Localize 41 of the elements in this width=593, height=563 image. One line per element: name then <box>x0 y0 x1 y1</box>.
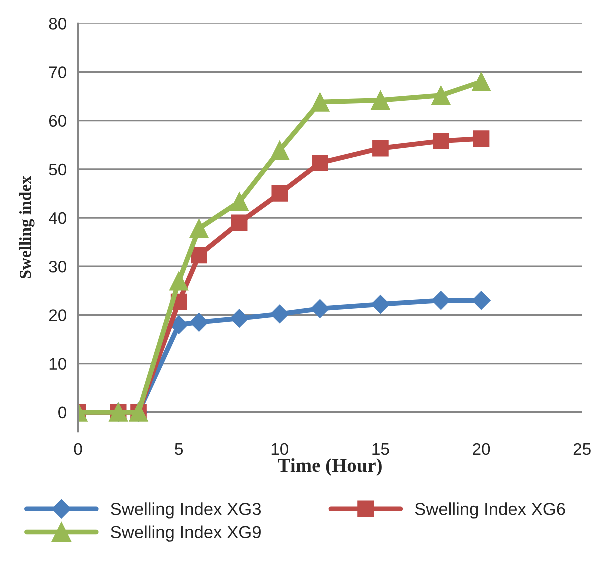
y-tick-label: 50 <box>49 164 67 176</box>
y-tick-label: 20 <box>49 310 67 322</box>
legend-label: Swelling Index XG6 <box>415 502 566 519</box>
x-tick-label: 20 <box>473 443 490 456</box>
x-tick-label: 0 <box>74 443 82 456</box>
legend-label: Swelling Index XG9 <box>111 526 261 542</box>
point <box>270 140 290 160</box>
point <box>310 92 330 112</box>
x-tick-label: 10 <box>272 443 289 456</box>
y-tick-label: 0 <box>58 406 67 419</box>
point <box>371 90 390 110</box>
point <box>371 295 390 314</box>
point <box>472 72 492 92</box>
y-tick-label: 40 <box>49 212 67 224</box>
y-tick-label: 30 <box>49 261 67 273</box>
y-tick-label: 80 <box>49 18 67 30</box>
point <box>310 300 330 318</box>
y-axis-title: Swelling index <box>19 176 35 278</box>
x-tick-label: 25 <box>574 443 591 456</box>
point <box>432 86 451 106</box>
y-tick-label: 70 <box>49 66 67 78</box>
point <box>272 186 288 202</box>
point <box>372 140 389 157</box>
point <box>170 272 189 291</box>
point <box>190 313 209 332</box>
x-axis-title: Time (Hour) <box>278 458 382 476</box>
point <box>230 309 249 328</box>
y-tick-label: 60 <box>49 115 67 128</box>
point <box>270 304 290 324</box>
point <box>433 133 450 150</box>
point <box>191 247 208 264</box>
legend-label: Swelling Index XG3 <box>111 502 262 519</box>
point <box>473 130 490 147</box>
x-tick-label: 15 <box>372 444 390 456</box>
point <box>231 214 248 232</box>
point <box>190 219 209 238</box>
x-tick-label: 5 <box>175 444 184 456</box>
point <box>472 291 491 310</box>
point <box>230 192 250 212</box>
point <box>312 154 328 172</box>
y-tick-label: 10 <box>50 358 67 370</box>
